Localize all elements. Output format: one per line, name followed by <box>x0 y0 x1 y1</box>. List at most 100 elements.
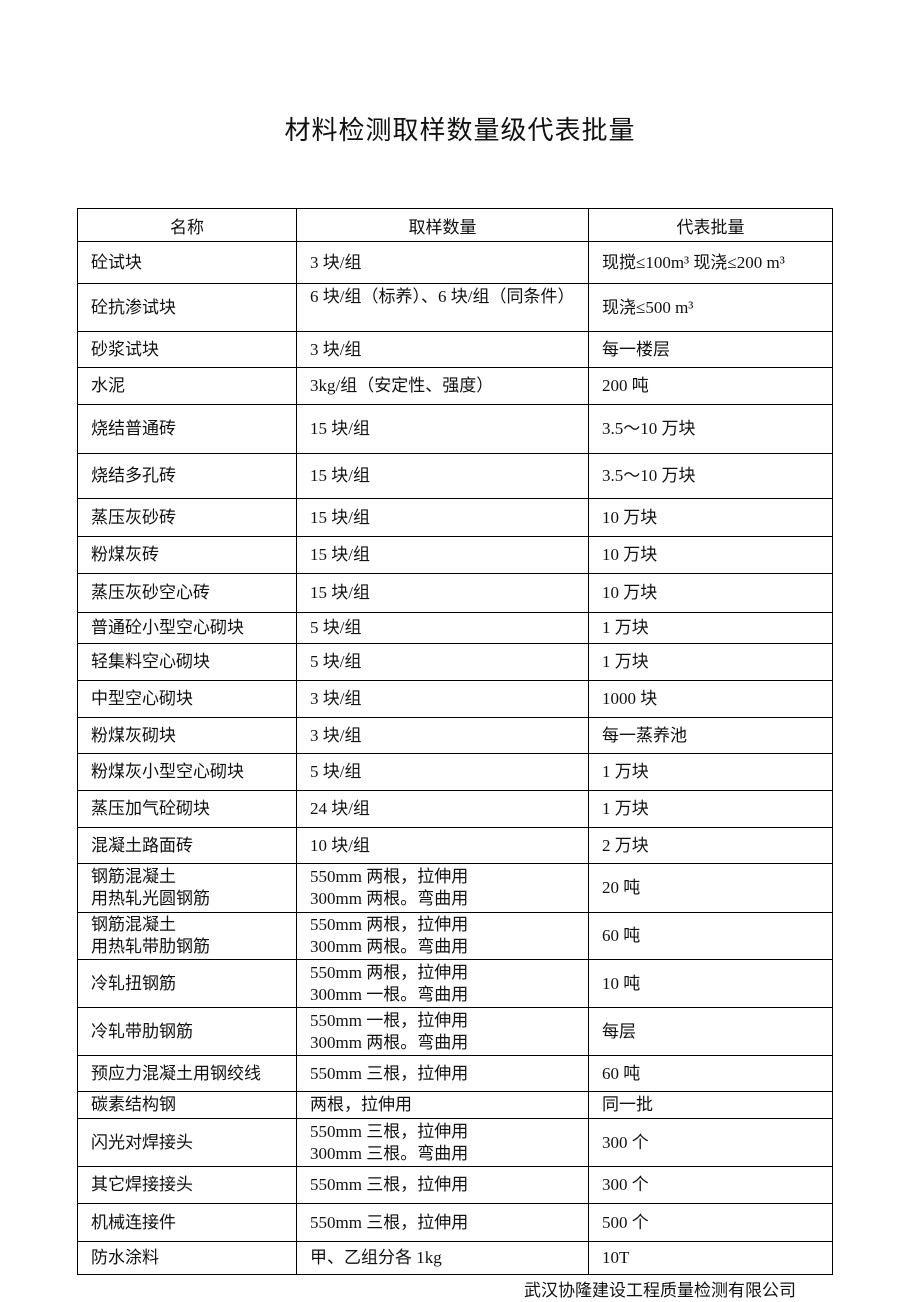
table-row: 钢筋混凝土 用热轧光圆钢筋 550mm 两根，拉伸用 300mm 两根。弯曲用 20 吨 <box>77 863 833 913</box>
table-row: 冷轧带肋钢筋 550mm 一根，拉伸用 300mm 两根。弯曲用 每层 <box>77 1007 833 1056</box>
batch-cell: 60 吨 <box>588 1055 833 1092</box>
material-name-cell: 钢筋混凝土 用热轧带肋钢筋 <box>77 912 297 960</box>
sample-quantity-cell: 5 块/组 <box>296 643 589 681</box>
sample-quantity-cell: 15 块/组 <box>296 453 589 499</box>
batch-cell: 同一批 <box>588 1091 833 1119</box>
material-name-cell: 粉煤灰小型空心砌块 <box>77 753 297 791</box>
sample-quantity-cell: 550mm 三根，拉伸用 <box>296 1055 589 1092</box>
batch-cell: 现搅≤100m³ 现浇≤200 m³ <box>588 241 833 284</box>
material-name-cell: 闪光对焊接头 <box>77 1118 297 1167</box>
table-row: 蒸压灰砂砖 15 块/组 10 万块 <box>77 498 833 537</box>
sample-quantity-cell: 3 块/组 <box>296 717 589 754</box>
batch-cell: 10 吨 <box>588 959 833 1008</box>
material-name-cell: 钢筋混凝土 用热轧光圆钢筋 <box>77 863 297 913</box>
material-name-cell: 砼抗渗试块 <box>77 283 297 332</box>
sample-quantity-cell: 10 块/组 <box>296 827 589 864</box>
batch-cell: 1 万块 <box>588 612 833 644</box>
table-row: 预应力混凝土用钢绞线 550mm 三根，拉伸用 60 吨 <box>77 1055 833 1092</box>
table-row: 钢筋混凝土 用热轧带肋钢筋 550mm 两根，拉伸用 300mm 两根。弯曲用 60 吨 <box>77 912 833 960</box>
material-name-cell: 蒸压灰砂砖 <box>77 498 297 537</box>
material-name-cell: 预应力混凝土用钢绞线 <box>77 1055 297 1092</box>
table-row: 冷轧扭钢筋 550mm 两根，拉伸用 300mm 一根。弯曲用 10 吨 <box>77 959 833 1008</box>
sample-quantity-cell: 5 块/组 <box>296 753 589 791</box>
table-row: 烧结多孔砖 15 块/组 3.5～10 万块 <box>77 453 833 499</box>
batch-cell: 每一楼层 <box>588 331 833 368</box>
material-name-cell: 轻集料空心砌块 <box>77 643 297 681</box>
material-name-cell: 蒸压加气砼砌块 <box>77 790 297 828</box>
table-row: 粉煤灰小型空心砌块 5 块/组 1 万块 <box>77 753 833 791</box>
batch-cell: 60 吨 <box>588 912 833 960</box>
batch-cell: 现浇≤500 m³ <box>588 283 833 332</box>
table-row: 蒸压加气砼砌块 24 块/组 1 万块 <box>77 790 833 828</box>
table-row: 砼抗渗试块 6 块/组（标养）、6 块/组（同条件） 现浇≤500 m³ <box>77 283 833 332</box>
batch-cell: 1 万块 <box>588 643 833 681</box>
material-name-cell: 水泥 <box>77 367 297 405</box>
company-footer: 武汉协隆建设工程质量检测有限公司 <box>524 1281 796 1300</box>
material-name-cell: 普通砼小型空心砌块 <box>77 612 297 644</box>
table-row: 其它焊接接头 550mm 三根，拉伸用 300 个 <box>77 1166 833 1204</box>
table-row: 闪光对焊接头 550mm 三根，拉伸用 300mm 三根。弯曲用 300 个 <box>77 1118 833 1167</box>
material-name-cell: 烧结多孔砖 <box>77 453 297 499</box>
table-row: 砼试块 3 块/组 现搅≤100m³ 现浇≤200 m³ <box>77 241 833 284</box>
batch-cell: 1 万块 <box>588 790 833 828</box>
batch-cell: 1000 块 <box>588 680 833 718</box>
sample-quantity-cell: 550mm 三根，拉伸用 300mm 三根。弯曲用 <box>296 1118 589 1167</box>
sample-quantity-cell: 15 块/组 <box>296 536 589 574</box>
sample-quantity-cell: 550mm 两根，拉伸用 300mm 一根。弯曲用 <box>296 959 589 1008</box>
table-row: 碳素结构钢 两根，拉伸用 同一批 <box>77 1091 833 1119</box>
material-name-cell: 冷轧带肋钢筋 <box>77 1007 297 1056</box>
table-row: 砂浆试块 3 块/组 每一楼层 <box>77 331 833 368</box>
table-row: 粉煤灰砌块 3 块/组 每一蒸养池 <box>77 717 833 754</box>
sample-quantity-cell: 3 块/组 <box>296 241 589 284</box>
document-title: 材料检测取样数量级代表批量 <box>284 116 636 145</box>
sample-quantity-cell: 24 块/组 <box>296 790 589 828</box>
material-name-cell: 粉煤灰砌块 <box>77 717 297 754</box>
batch-cell: 每一蒸养池 <box>588 717 833 754</box>
batch-cell: 200 吨 <box>588 367 833 405</box>
table-row: 混凝土路面砖 10 块/组 2 万块 <box>77 827 833 864</box>
batch-cell: 1 万块 <box>588 753 833 791</box>
column-header-quantity: 取样数量 <box>296 208 589 242</box>
sample-quantity-cell: 15 块/组 <box>296 498 589 537</box>
material-name-cell: 碳素结构钢 <box>77 1091 297 1119</box>
batch-cell: 3.5～10 万块 <box>588 404 833 454</box>
table-row: 水泥 3kg/组（安定性、强度） 200 吨 <box>77 367 833 405</box>
batch-cell: 300 个 <box>588 1166 833 1204</box>
table-row: 普通砼小型空心砌块 5 块/组 1 万块 <box>77 612 833 644</box>
table-row: 防水涂料 甲、乙组分各 1kg 10T <box>77 1241 833 1275</box>
header-row: 名称 取样数量 代表批量 <box>77 208 833 242</box>
table-row: 机械连接件 550mm 三根，拉伸用 500 个 <box>77 1203 833 1242</box>
materials-table: 名称 取样数量 代表批量 砼试块 3 块/组 现搅≤100m³ 现浇≤200 m³ 砼… <box>77 208 833 1275</box>
material-name-cell: 砼试块 <box>77 241 297 284</box>
material-name-cell: 其它焊接接头 <box>77 1166 297 1204</box>
batch-cell: 20 吨 <box>588 863 833 913</box>
sample-quantity-cell: 3 块/组 <box>296 331 589 368</box>
material-name-cell: 中型空心砌块 <box>77 680 297 718</box>
batch-cell: 10T <box>588 1241 833 1275</box>
sample-quantity-cell: 550mm 两根，拉伸用 300mm 两根。弯曲用 <box>296 863 589 913</box>
table-row: 蒸压灰砂空心砖 15 块/组 10 万块 <box>77 573 833 613</box>
sample-quantity-cell: 550mm 两根，拉伸用 300mm 两根。弯曲用 <box>296 912 589 960</box>
batch-cell: 10 万块 <box>588 573 833 613</box>
sample-quantity-cell: 5 块/组 <box>296 612 589 644</box>
batch-cell: 500 个 <box>588 1203 833 1242</box>
batch-cell: 10 万块 <box>588 536 833 574</box>
table-row: 中型空心砌块 3 块/组 1000 块 <box>77 680 833 718</box>
material-name-cell: 混凝土路面砖 <box>77 827 297 864</box>
batch-cell: 10 万块 <box>588 498 833 537</box>
table-row: 粉煤灰砖 15 块/组 10 万块 <box>77 536 833 574</box>
sample-quantity-cell: 550mm 三根，拉伸用 <box>296 1166 589 1204</box>
sample-quantity-cell: 两根，拉伸用 <box>296 1091 589 1119</box>
material-name-cell: 蒸压灰砂空心砖 <box>77 573 297 613</box>
batch-cell: 300 个 <box>588 1118 833 1167</box>
sample-quantity-cell: 15 块/组 <box>296 573 589 613</box>
material-name-cell: 机械连接件 <box>77 1203 297 1242</box>
material-name-cell: 砂浆试块 <box>77 331 297 368</box>
sample-quantity-cell: 3kg/组（安定性、强度） <box>296 367 589 405</box>
column-header-name: 名称 <box>77 208 297 242</box>
sample-quantity-cell: 3 块/组 <box>296 680 589 718</box>
material-name-cell: 粉煤灰砖 <box>77 536 297 574</box>
batch-cell: 3.5～10 万块 <box>588 453 833 499</box>
batch-cell: 每层 <box>588 1007 833 1056</box>
column-header-batch: 代表批量 <box>588 208 833 242</box>
